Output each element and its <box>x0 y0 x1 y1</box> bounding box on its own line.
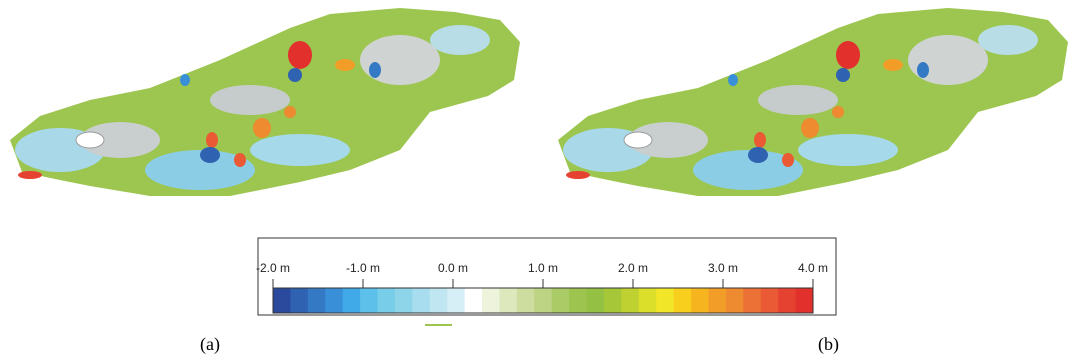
color-step <box>656 288 674 313</box>
tick-label: 0.0 m <box>438 261 468 275</box>
color-step <box>708 288 726 313</box>
tick-label: -2.0 m <box>256 261 290 275</box>
color-step <box>674 288 692 313</box>
color-step <box>691 288 709 313</box>
tick-label: 2.0 m <box>618 261 648 275</box>
panel-label: (b) <box>818 334 839 355</box>
color-step <box>726 288 744 313</box>
color-step <box>465 288 483 313</box>
tick-label: 1.0 m <box>528 261 558 275</box>
color-step <box>569 288 587 313</box>
color-step <box>412 288 430 313</box>
color-step <box>273 288 291 313</box>
color-step <box>499 288 517 313</box>
panel-label: (a) <box>200 334 220 355</box>
tick-label: 3.0 m <box>708 261 738 275</box>
map-b <box>558 8 1068 196</box>
color-step <box>761 288 779 313</box>
color-step <box>796 288 814 313</box>
color-step <box>447 288 465 313</box>
tick-label: 4.0 m <box>798 261 828 275</box>
color-step <box>639 288 657 313</box>
color-step <box>395 288 413 313</box>
color-step <box>552 288 570 313</box>
color-step <box>360 288 378 313</box>
figure: (a) (b) -2.0 m -1.0 m 0.0 m 1.0 m 2.0 m 3.0 m… <box>0 0 1074 361</box>
color-step <box>778 288 796 313</box>
color-step <box>308 288 326 313</box>
color-step <box>604 288 622 313</box>
color-step <box>587 288 605 313</box>
color-step <box>517 288 535 313</box>
color-step <box>290 288 308 313</box>
color-step <box>534 288 552 313</box>
color-step <box>621 288 639 313</box>
color-step <box>378 288 396 313</box>
color-step <box>743 288 761 313</box>
color-step <box>325 288 343 313</box>
color-step <box>430 288 448 313</box>
tick-label: -1.0 m <box>346 261 380 275</box>
color-step <box>343 288 361 313</box>
map-a <box>10 8 520 196</box>
color-step <box>482 288 500 313</box>
